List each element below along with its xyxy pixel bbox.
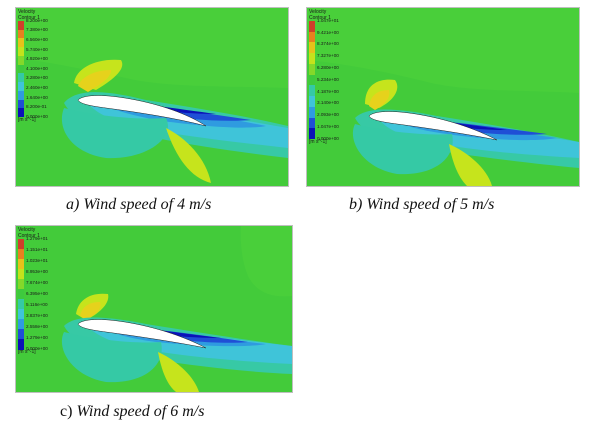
legend-swatch (18, 239, 24, 250)
legend-tick-label: 6.560e+00 (26, 36, 48, 42)
legend-colorbar: 8.200e+00 7.380e+00 6.560e+00 5.740e+00 4.92… (18, 18, 48, 118)
caption-c-prefix: c) (60, 403, 73, 420)
contour-plot-b: Velocity Contour 1 1.047e+01 9.421e+00 8.3… (306, 7, 580, 187)
legend-swatch (309, 96, 315, 108)
flow-field-a (16, 8, 288, 186)
legend-unit: [m s^-1] (309, 139, 327, 145)
legend-tick-label: 4.187e+00 (317, 88, 339, 94)
legend-colorbar: 1.279e+01 1.151e+01 1.023e+01 8.953e+00 7.67… (18, 236, 48, 350)
legend-swatch (309, 21, 315, 33)
legend-swatch (18, 309, 24, 320)
legend-swatch (309, 106, 315, 119)
legend-tick-label: 1.640e+00 (26, 94, 48, 100)
legend-tick-label: 2.093e+00 (317, 112, 339, 118)
legend-swatch (18, 82, 24, 92)
legend-tick-label: 1.279e+01 (26, 235, 48, 241)
legend-tick-label: 7.674e+00 (26, 279, 48, 285)
legend-swatch (309, 31, 315, 43)
legend-title: Velocity (18, 9, 36, 15)
legend-tick-label: 1.023e+01 (26, 257, 48, 263)
legend-swatch (18, 21, 24, 31)
legend-tick-label: 2.460e+00 (26, 84, 48, 90)
caption-b: b) Wind speed of 5 m/s (349, 196, 495, 213)
caption-c-text: Wind speed of 6 m/s (76, 403, 205, 420)
legend-tick-label: 8.953e+00 (26, 268, 48, 274)
legend-swatch (18, 249, 24, 260)
legend-swatch (309, 128, 315, 140)
legend-swatch (18, 329, 24, 340)
legend-tick-label: 0.000e+00 (26, 113, 48, 119)
legend-tick-label: 6.395e+00 (26, 290, 48, 296)
legend-swatch (18, 259, 24, 270)
legend-tick-label: 9.421e+00 (317, 29, 339, 35)
legend-swatch (18, 55, 24, 66)
legend-subtitle: Contour 1 (18, 14, 40, 21)
legend-tick-label: 3.280e+00 (26, 75, 48, 81)
legend-tick-label: 3.837e+00 (26, 312, 48, 318)
legend-tick-label: 4.920e+00 (26, 56, 48, 62)
legend-swatch (18, 108, 24, 118)
contour-plot-a: Velocity Contour 1 8.200e+00 7.380e+00 6.5… (15, 7, 289, 187)
legend-swatch (18, 99, 24, 109)
color-legend-c: Velocity Contour 1 1.279e+01 1.151e+01 1.0… (18, 227, 48, 355)
legend-tick-label: 1.047e+00 (317, 123, 339, 129)
legend-subtitle: Contour 1 (18, 232, 40, 239)
legend-tick-label: 8.200e+00 (26, 17, 48, 23)
legend-tick-label: 1.047e+01 (317, 17, 339, 23)
legend-colorbar: 1.047e+01 9.421e+00 8.374e+00 7.327e+00 6.28… (309, 18, 339, 140)
legend-swatch (18, 64, 24, 74)
color-legend-b: Velocity Contour 1 1.047e+01 9.421e+00 8.3… (309, 9, 339, 145)
legend-tick-label: 7.380e+00 (26, 27, 48, 33)
legend-tick-label: 8.374e+00 (317, 41, 339, 47)
caption-c: c) Wind speed of 6 m/s (60, 403, 204, 421)
legend-tick-label: 3.140e+00 (317, 100, 339, 106)
legend-swatch (18, 29, 24, 39)
legend-tick-label: 4.100e+00 (26, 65, 48, 71)
legend-swatch (18, 289, 24, 300)
legend-tick-label: 0.000e+00 (317, 135, 339, 141)
legend-swatch (18, 319, 24, 330)
legend-swatch (309, 85, 315, 97)
legend-swatch (18, 38, 24, 48)
legend-tick-label: 0.000e+00 (26, 345, 48, 351)
legend-swatch (18, 90, 24, 101)
legend-tick-label: 1.279e+00 (26, 334, 48, 340)
flow-field-c (16, 226, 292, 392)
legend-swatch (18, 279, 24, 290)
legend-swatch (309, 53, 315, 65)
legend-title: Velocity (18, 227, 36, 233)
legend-swatch (18, 339, 24, 350)
flow-field-b (307, 8, 579, 186)
color-legend-a: Velocity Contour 1 8.200e+00 7.380e+00 6.5… (18, 9, 48, 123)
legend-tick-label: 2.558e+00 (26, 323, 48, 329)
legend-tick-label: 5.740e+00 (26, 46, 48, 52)
legend-swatch (18, 269, 24, 280)
legend-swatch (18, 47, 24, 57)
legend-swatch (309, 117, 315, 129)
legend-swatch (18, 73, 24, 83)
legend-unit: [m s^-1] (18, 349, 36, 355)
legend-unit: [m s^-1] (18, 117, 36, 123)
legend-swatch (309, 74, 315, 86)
legend-tick-label: 5.116e+00 (26, 301, 48, 307)
legend-tick-label: 5.234e+00 (317, 76, 339, 82)
caption-a: a) Wind speed of 4 m/s (66, 196, 212, 213)
contour-plot-c: Velocity Contour 1 1.279e+01 1.151e+01 1.0… (15, 225, 293, 393)
legend-tick-label: 1.151e+01 (26, 246, 48, 252)
legend-swatch (309, 63, 315, 76)
legend-title: Velocity (309, 9, 327, 15)
legend-swatch (18, 299, 24, 310)
legend-swatch (309, 42, 315, 54)
legend-tick-label: 8.200e-01 (26, 104, 47, 110)
legend-tick-label: 6.280e+00 (317, 64, 339, 70)
legend-tick-label: 7.327e+00 (317, 53, 339, 59)
legend-subtitle: Contour 1 (309, 14, 331, 21)
